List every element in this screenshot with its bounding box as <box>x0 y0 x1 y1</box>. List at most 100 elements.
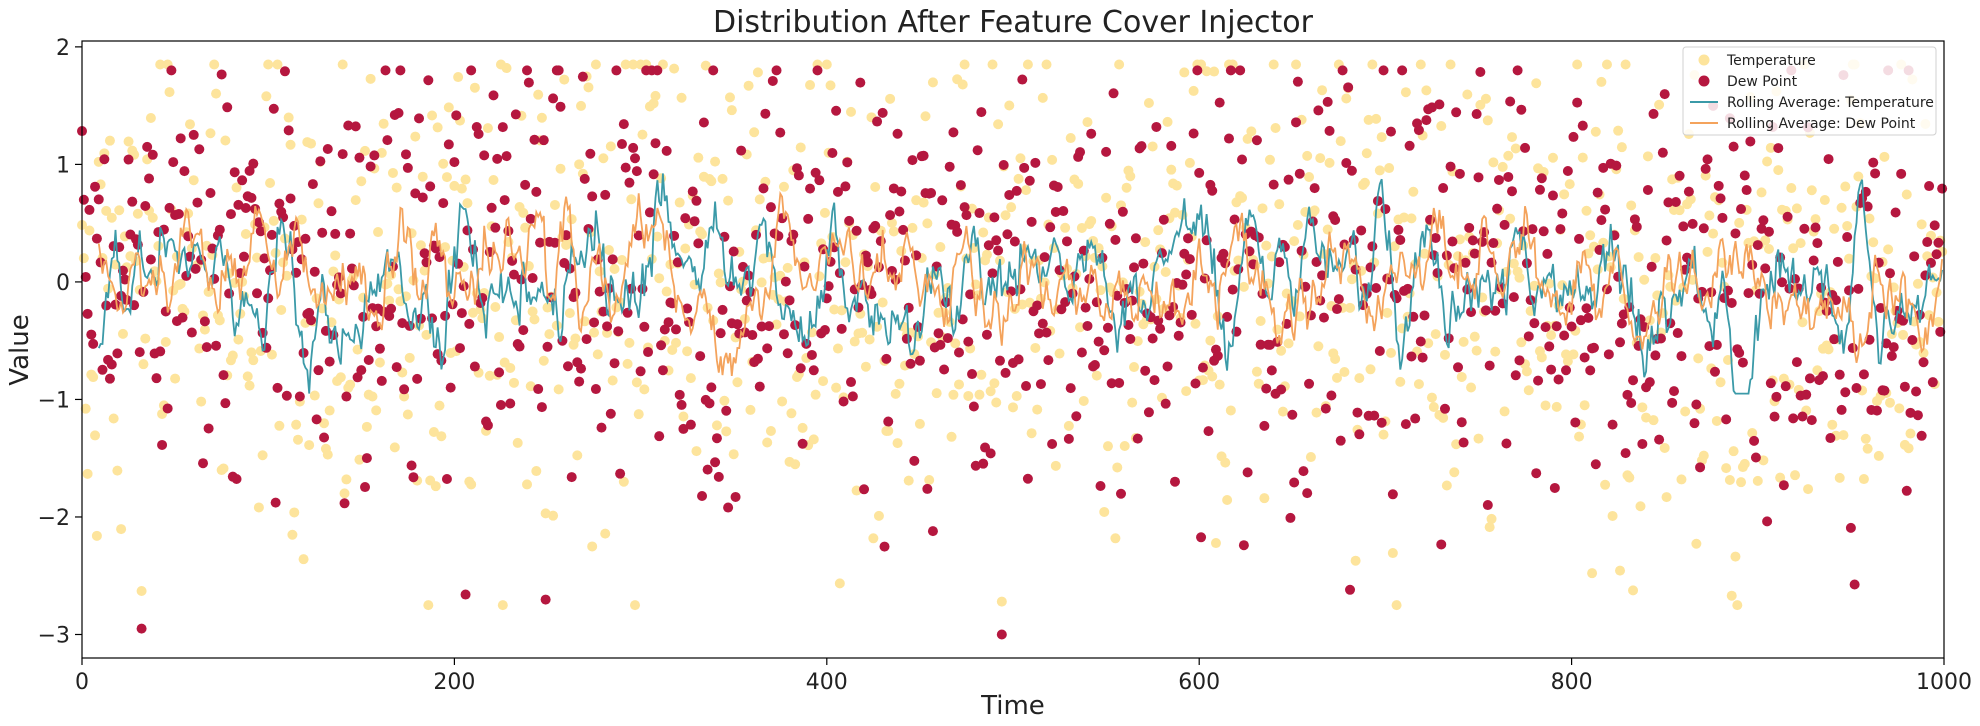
temperature-point <box>529 314 540 325</box>
temperature-point <box>319 418 330 429</box>
dew-point-point <box>380 65 391 76</box>
dew-point-point <box>985 448 996 459</box>
dew-point-point <box>252 288 263 299</box>
temperature-point <box>339 488 350 499</box>
y-tick-label: 1 <box>56 153 70 178</box>
temperature-point <box>1255 316 1266 327</box>
dew-point-point <box>376 375 387 386</box>
temperature-point <box>1674 205 1685 216</box>
temperature-point <box>1795 238 1806 249</box>
temperature-point <box>1283 338 1294 349</box>
dew-point-point <box>814 175 825 186</box>
dew-point-point <box>851 225 862 236</box>
dew-point-point <box>268 103 279 114</box>
dew-point-point <box>1858 369 1869 380</box>
dew-point-point <box>1035 379 1046 390</box>
dew-point-point <box>1019 162 1030 173</box>
temperature-point <box>1233 255 1244 266</box>
dew-point-point <box>1555 224 1566 235</box>
y-tick-label: −1 <box>38 388 70 413</box>
temperature-point <box>1078 395 1089 406</box>
temperature-point <box>393 284 404 295</box>
dew-point-point <box>300 233 311 244</box>
dew-point-point <box>663 317 674 328</box>
dew-point-point <box>127 196 138 207</box>
temperature-point <box>1127 397 1138 408</box>
dew-point-point <box>406 460 417 471</box>
dew-point-point <box>1788 413 1799 424</box>
dew-point-point <box>90 181 101 192</box>
temperature-point <box>1752 475 1763 486</box>
dew-point-point <box>618 119 629 130</box>
plot-frame <box>81 40 1945 659</box>
temperature-point <box>428 426 439 437</box>
dew-point-point <box>1566 321 1577 332</box>
temperature-point <box>432 122 443 133</box>
dew-point-point <box>518 325 529 336</box>
dew-point-point <box>1482 500 1493 511</box>
dew-point-point <box>350 121 361 132</box>
dew-point-point <box>600 189 611 200</box>
temperature-point <box>726 105 737 116</box>
temperature-point <box>752 67 763 78</box>
dew-point-point <box>313 365 324 376</box>
temperature-point <box>211 88 222 99</box>
temperature-point <box>717 173 728 184</box>
dew-point-point <box>166 65 177 76</box>
temperature-point <box>790 459 801 470</box>
dew-point-point <box>1475 66 1486 77</box>
dew-point-point <box>341 391 352 402</box>
dew-point-point <box>1918 357 1929 368</box>
dew-point-point <box>803 213 814 224</box>
dew-point-point <box>1577 120 1588 131</box>
dew-point-point <box>1143 407 1154 418</box>
temperature-point <box>1838 430 1849 441</box>
temperature-point <box>1395 376 1406 387</box>
dew-point-point <box>417 192 428 203</box>
dew-point-point <box>1711 339 1722 350</box>
temperature-point <box>574 159 585 170</box>
temperature-point <box>1214 379 1225 390</box>
temperature-point <box>840 257 851 268</box>
dew-point-point <box>702 464 713 475</box>
dew-point-point <box>361 453 372 464</box>
dew-point-point <box>1516 104 1527 115</box>
chart-title: Distribution After Feature Cover Injecto… <box>713 5 1314 40</box>
temperature-point <box>402 409 413 420</box>
temperature-point <box>1747 428 1758 439</box>
dew-point-point <box>393 107 404 118</box>
dew-point-point <box>1395 234 1406 245</box>
dew-point-point <box>654 431 665 442</box>
temperature-point <box>1814 306 1825 317</box>
dew-point-point <box>1082 320 1093 331</box>
dew-point-point <box>691 195 702 206</box>
dew-point-point <box>1169 476 1180 487</box>
dew-point-point <box>1592 187 1603 198</box>
temperature-point <box>1441 480 1452 491</box>
temperature-point <box>564 308 575 319</box>
dew-point-point <box>1663 197 1674 208</box>
temperature-point <box>1060 222 1071 233</box>
temperature-point <box>754 194 765 205</box>
temperature-point <box>1037 92 1048 103</box>
temperature-point <box>957 79 968 90</box>
temperature-point <box>1497 161 1508 172</box>
dew-point-point <box>136 623 147 634</box>
dew-point-point <box>1844 285 1855 296</box>
temperature-point <box>1292 219 1303 230</box>
temperature-point <box>907 222 918 233</box>
temperature-point <box>676 92 687 103</box>
dew-point-point <box>993 245 1004 256</box>
temperature-point <box>1421 85 1432 96</box>
dew-point-point <box>1276 384 1287 395</box>
dew-point-point <box>1400 419 1411 430</box>
dew-point-point <box>728 246 739 257</box>
dew-point-point <box>1628 375 1639 386</box>
temperature-point <box>1008 402 1018 413</box>
dew-point-point <box>944 161 955 172</box>
temperature-point <box>598 153 609 164</box>
dew-point-point <box>1434 99 1445 110</box>
temperature-point <box>387 167 398 178</box>
temperature-point <box>1253 378 1264 389</box>
temperature-point <box>1860 433 1871 444</box>
